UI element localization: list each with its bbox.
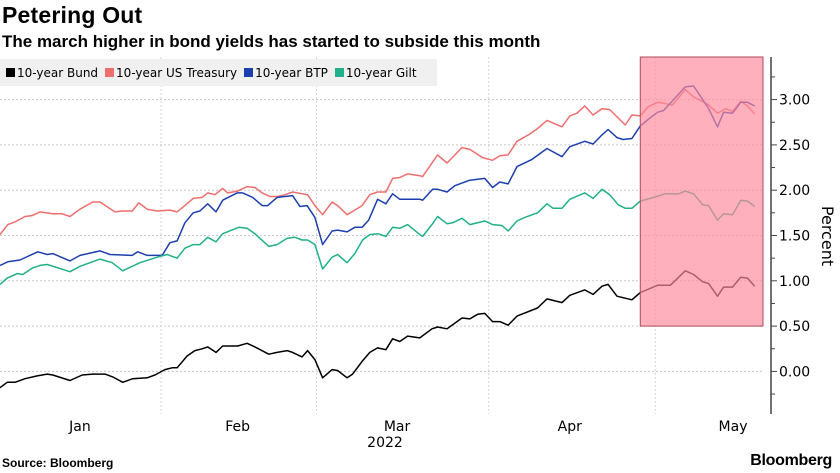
bloomberg-logo: Bloomberg [750,452,832,469]
x-tick-label-apr: Apr [558,419,582,435]
y-tick-label: 2.00 [779,183,810,199]
chart-subtitle: The march higher in bond yields has star… [2,32,541,51]
series-line-10-year-gilt [0,188,756,285]
x-tick-label-jan: Jan [68,419,91,435]
legend-item: 10-year US Treasury [105,66,237,80]
y-tick-label: 0.00 [779,364,810,380]
series-line-10-year-us-treasury [0,88,756,236]
series-line-10-year-bund [0,270,756,389]
source-note: Source: Bloomberg [2,456,114,470]
legend-swatch [105,68,115,77]
x-tick-label-mar: Mar [384,419,411,435]
y-axis-label: Percent [818,206,837,266]
y-tick-label: 0.50 [779,319,810,335]
x-tick-label-feb: Feb [225,419,250,435]
legend-swatch [244,68,254,77]
x-tick-label-may: May [719,419,748,435]
highlight-region [639,56,764,327]
highlight-layer [639,56,764,327]
y-tick-label: 1.50 [779,229,810,245]
y-axis: 0.00 0.50 1.00 1.50 2.00 2.50 3.00 [770,57,810,414]
legend-swatch [6,68,15,77]
legend-label: 10-year Bund [17,65,99,80]
x-axis-year-label: 2022 [367,435,403,451]
legend-label: 10-year BTP [255,65,328,80]
legend-swatch [334,68,344,77]
y-tick-label: 2.50 [779,138,810,154]
legend-item: 10-year BTP [244,66,328,80]
legend-item: 10-year Gilt [334,65,417,80]
y-tick-label: 1.00 [779,274,810,290]
x-axis: Jan Feb Mar Apr May [68,419,747,435]
legend-label: 10-year Gilt [345,65,417,80]
legend: 10-year Bund 10-year US Treasury 10-year B… [0,59,437,86]
legend-item: 10-year Bund [6,66,98,80]
series-lines [0,85,756,389]
legend-label: 10-year US Treasury [116,65,238,80]
chart-title: Petering Out [2,2,143,28]
y-tick-label: 3.00 [779,93,810,109]
